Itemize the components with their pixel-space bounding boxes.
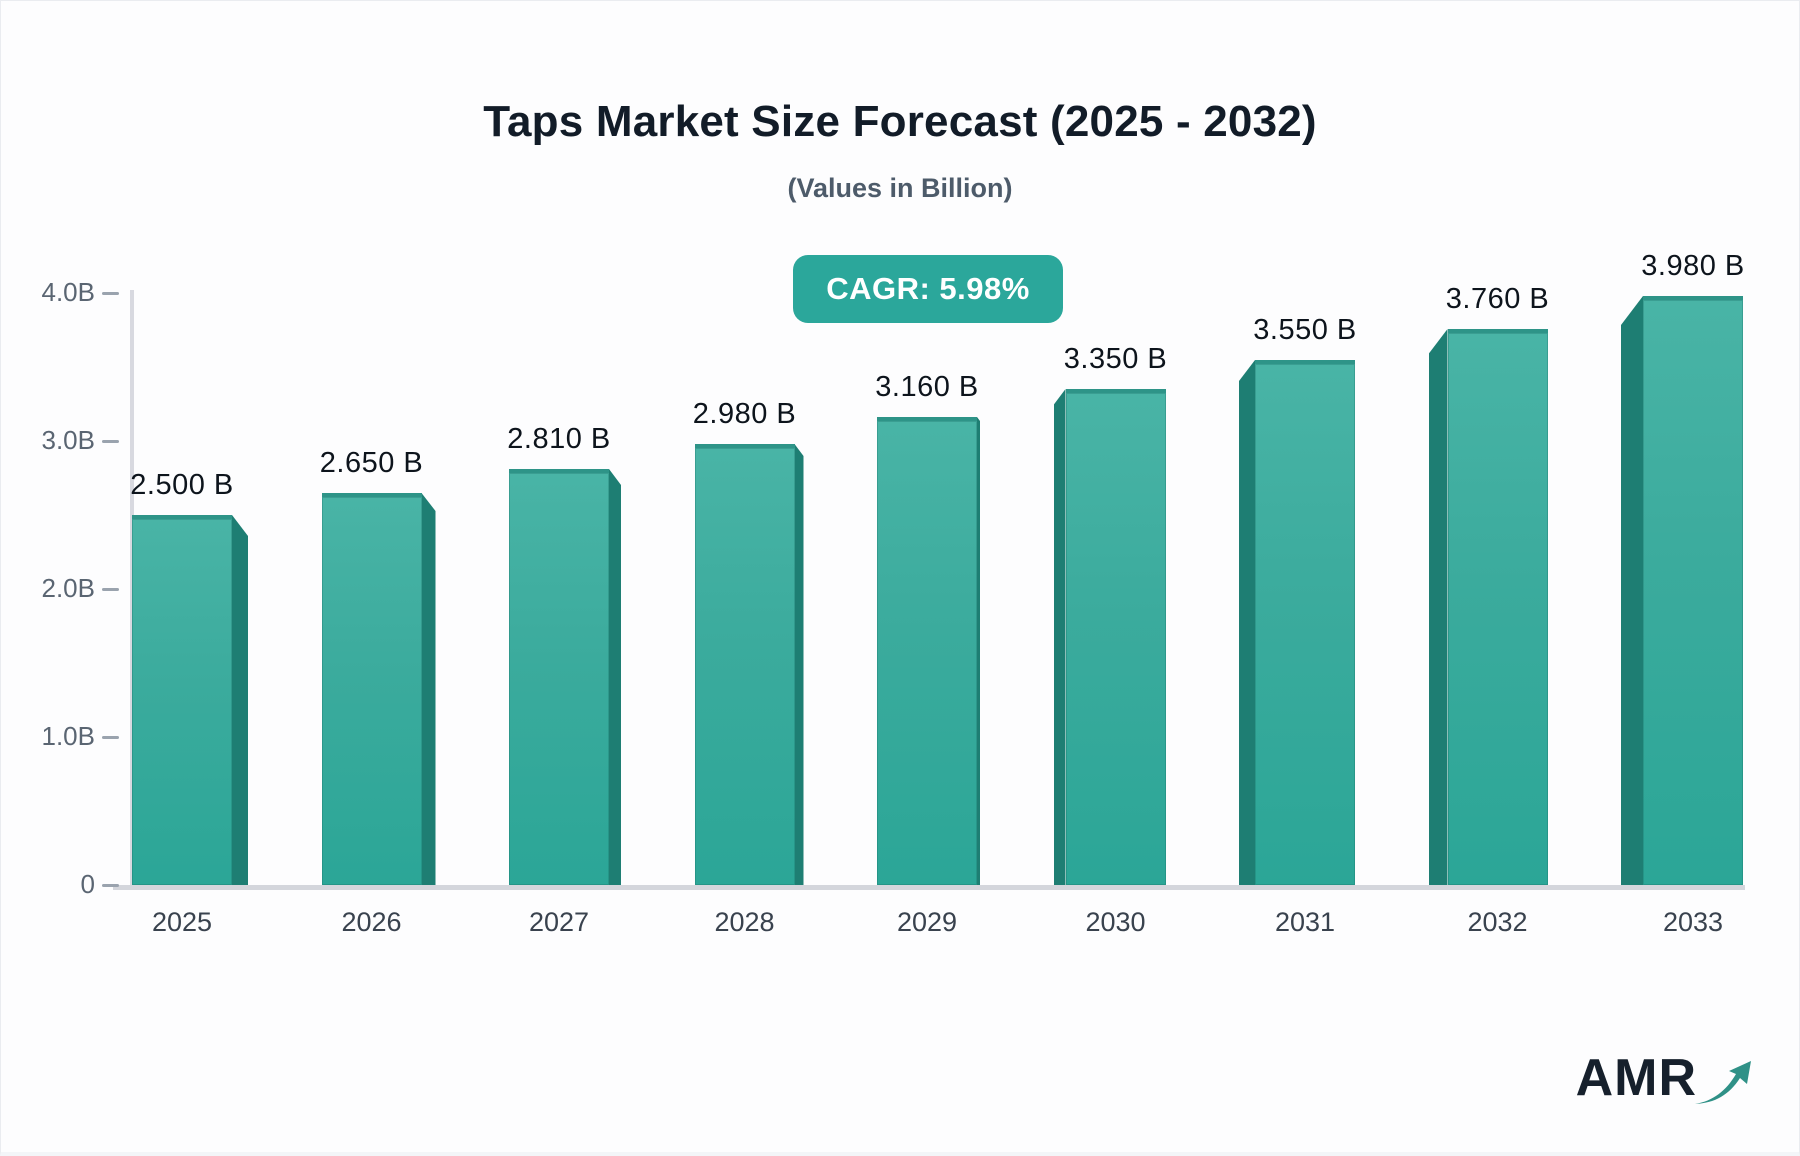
x-axis-baseline (113, 885, 1745, 890)
bar-face (1643, 296, 1743, 885)
chart-subtitle: (Values in Billion) (787, 173, 1013, 203)
chart-title: Taps Market Size Forecast (2025 - 2032) (483, 97, 1317, 146)
bar-2026: 2.650 B 2026 (320, 447, 436, 937)
bar-2029: 3.160 B 2029 (875, 371, 980, 937)
bar-side-3d (794, 444, 804, 885)
x-axis-label-2031: 2031 (1274, 907, 1336, 937)
bar-2032: 3.760 B 2032 (1428, 283, 1549, 937)
bar-side-3d (1053, 389, 1066, 885)
bar-side-3d (1621, 296, 1643, 885)
bar-series: 2.500 B 2025 2.650 B 2026 2.810 B 2027 2.980 B… (130, 250, 1744, 937)
amr-logo-text: AMR (1575, 1049, 1697, 1107)
x-axis-label-2029: 2029 (896, 907, 958, 937)
bar-side-3d (1239, 360, 1255, 885)
bar-2027: 2.810 B 2027 (507, 423, 621, 937)
bar-face (1065, 389, 1166, 885)
y-tick-label: 2.0B (41, 573, 96, 603)
bar-value-label: 2.980 B (692, 398, 797, 430)
y-tick-mark (102, 440, 119, 443)
y-tick-label: 1.0B (41, 721, 96, 751)
x-axis-label-2026: 2026 (341, 907, 402, 937)
y-tick-mark (102, 292, 119, 295)
bar-2025: 2.500 B 2025 (130, 469, 248, 937)
bar-value-label: 3.350 B (1063, 343, 1168, 375)
bar-side-3d (977, 417, 980, 885)
x-axis-label-2027: 2027 (528, 907, 590, 937)
bar-2031: 3.550 B 2031 (1239, 314, 1356, 937)
bar-value-label: 2.650 B (319, 447, 424, 479)
y-tick-label: 3.0B (41, 425, 96, 455)
bar-face (509, 469, 609, 885)
bar-2028: 2.980 B 2028 (693, 398, 804, 937)
bar-side-3d (232, 515, 248, 885)
bar-face (694, 444, 795, 885)
bar-2033: 3.980 B 2033 (1621, 250, 1744, 937)
y-tick-mark (102, 884, 119, 887)
bar-face (132, 515, 232, 885)
x-axis-label-2032: 2032 (1467, 907, 1528, 937)
x-axis-label-2025: 2025 (151, 907, 213, 937)
y-tick-label: 4.0B (41, 277, 96, 307)
x-axis-label-2028: 2028 (714, 907, 775, 937)
bar-value-label: 2.810 B (507, 423, 611, 455)
y-tick-label: 0 (80, 869, 95, 899)
bar-face (321, 493, 422, 885)
y-tick-mark (102, 736, 119, 739)
trending-up-arrow-icon (1695, 1061, 1751, 1104)
bar-side-3d (421, 493, 436, 885)
bar-side-3d (1428, 329, 1448, 885)
bar-value-label: 2.500 B (130, 469, 234, 501)
amr-logo: AMR (1576, 1048, 1755, 1108)
bar-side-3d (609, 469, 621, 885)
x-axis-label-2030: 2030 (1085, 907, 1146, 937)
bar-face (877, 417, 977, 885)
bar-value-label: 3.980 B (1641, 250, 1745, 282)
bar-face (1255, 360, 1355, 885)
bar-value-label: 3.160 B (875, 371, 979, 403)
x-axis-label-2033: 2033 (1662, 907, 1724, 937)
cagr-badge: CAGR: 5.98% (793, 255, 1063, 323)
bar-face (1447, 329, 1548, 885)
cagr-badge-label: CAGR: 5.98% (826, 271, 1030, 306)
bar-2030: 3.350 B 2030 (1053, 343, 1167, 937)
bar-value-label: 3.550 B (1253, 314, 1357, 346)
bar-value-label: 3.760 B (1445, 283, 1550, 315)
y-tick-mark (102, 588, 119, 591)
